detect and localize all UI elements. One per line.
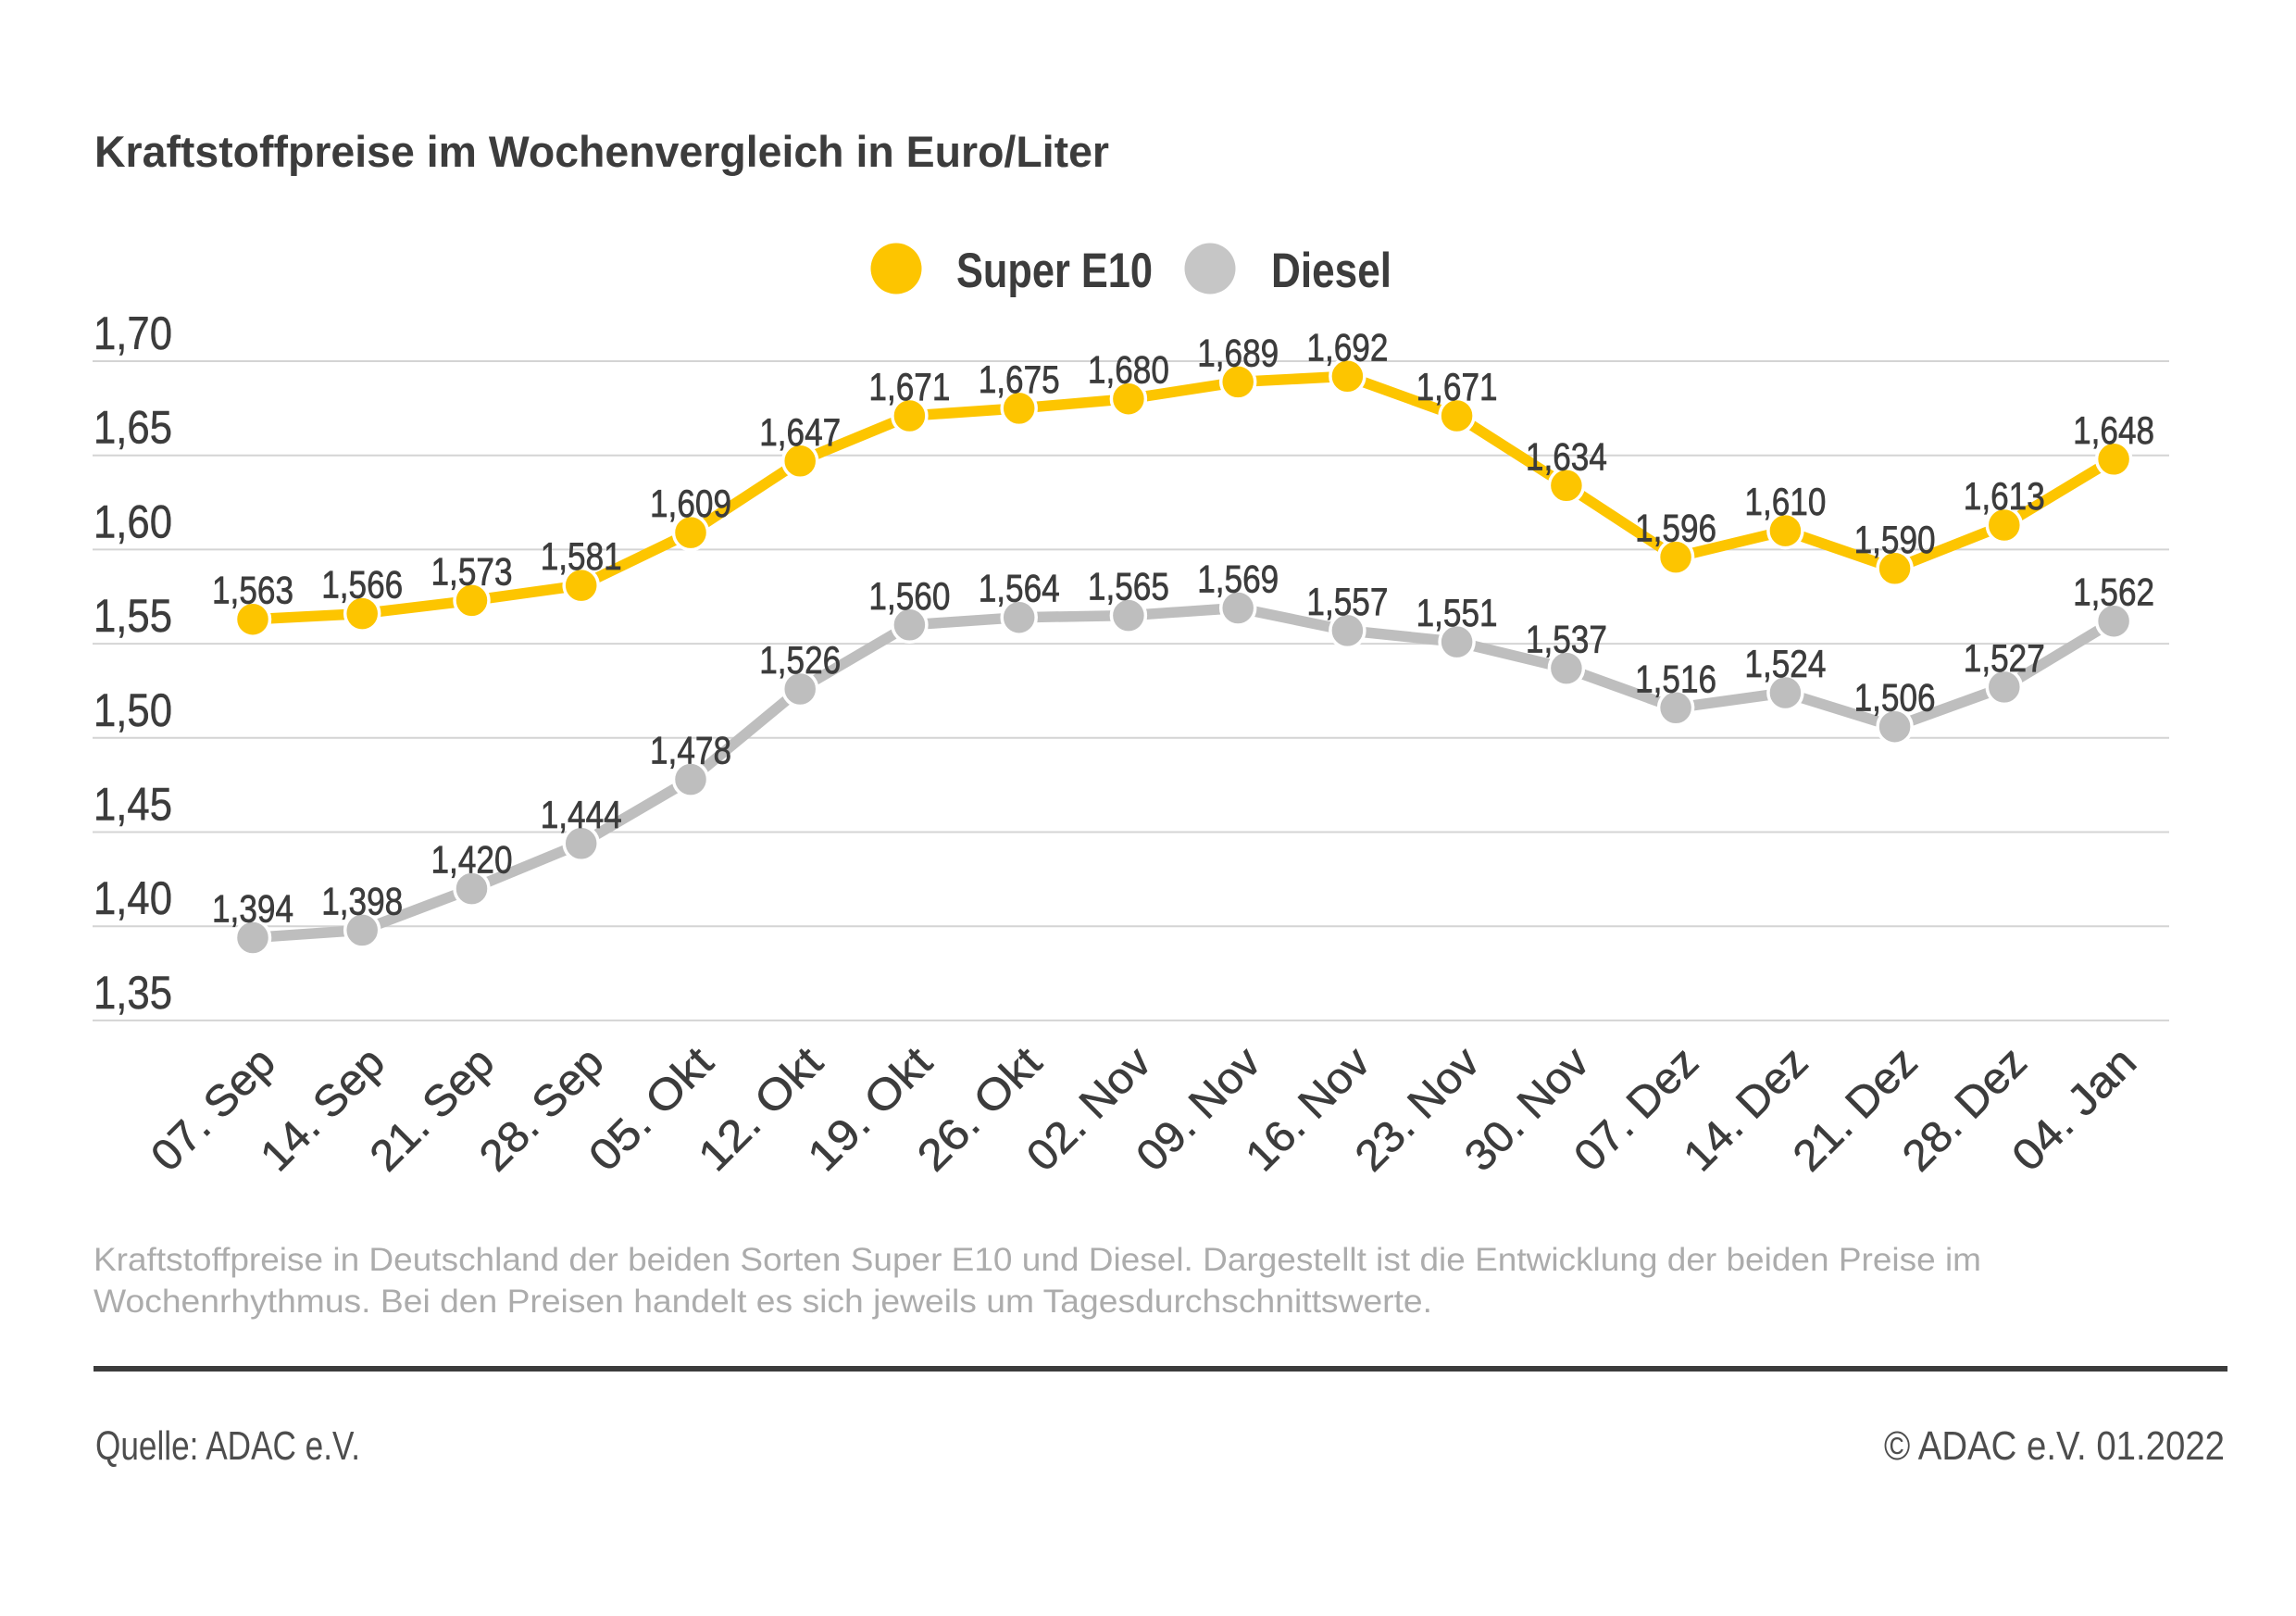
svg-text:1,398: 1,398	[321, 879, 403, 922]
svg-text:Super E10: Super E10	[956, 244, 1153, 298]
svg-text:1,581: 1,581	[541, 534, 622, 578]
svg-text:1,634: 1,634	[1526, 434, 1607, 478]
svg-text:1,60: 1,60	[94, 495, 172, 547]
svg-text:1,506: 1,506	[1854, 676, 1936, 720]
svg-text:1,560: 1,560	[868, 574, 950, 618]
svg-text:1,648: 1,648	[2073, 408, 2154, 452]
svg-text:1,692: 1,692	[1306, 325, 1388, 369]
svg-text:1,562: 1,562	[2073, 570, 2154, 614]
svg-text:1,524: 1,524	[1744, 642, 1826, 685]
svg-text:1,516: 1,516	[1635, 657, 1716, 700]
svg-text:1,590: 1,590	[1854, 518, 1936, 561]
svg-text:1,65: 1,65	[94, 402, 172, 454]
svg-text:1,55: 1,55	[94, 590, 172, 642]
svg-text:1,563: 1,563	[212, 569, 293, 612]
svg-text:1,680: 1,680	[1088, 348, 1169, 392]
svg-text:1,573: 1,573	[431, 549, 513, 593]
svg-text:1,526: 1,526	[759, 638, 841, 682]
svg-text:1,478: 1,478	[650, 729, 731, 772]
svg-text:1,671: 1,671	[868, 365, 950, 408]
svg-text:1,50: 1,50	[94, 684, 172, 736]
svg-text:1,537: 1,537	[1526, 618, 1607, 661]
svg-text:1,609: 1,609	[650, 482, 731, 525]
svg-text:1,610: 1,610	[1744, 480, 1826, 523]
svg-text:1,40: 1,40	[94, 872, 172, 924]
svg-text:1,551: 1,551	[1416, 591, 1498, 634]
svg-text:Kraftstoffpreise im Wochenverg: Kraftstoffpreise im Wochenvergleich in E…	[94, 127, 1109, 176]
svg-text:Diesel: Diesel	[1271, 244, 1391, 298]
svg-text:1,45: 1,45	[94, 779, 172, 831]
svg-text:1,527: 1,527	[1964, 636, 2045, 680]
svg-text:Quelle: ADAC e.V.: Quelle: ADAC e.V.	[95, 1423, 360, 1469]
svg-text:1,566: 1,566	[321, 563, 403, 607]
svg-text:1,35: 1,35	[94, 967, 172, 1019]
svg-text:1,613: 1,613	[1964, 474, 2045, 518]
svg-text:1,70: 1,70	[94, 307, 172, 359]
svg-text:1,444: 1,444	[541, 793, 622, 836]
svg-text:1,596: 1,596	[1635, 507, 1716, 550]
svg-text:Kraftstoffpreise in Deutschlan: Kraftstoffpreise in Deutschland der beid…	[94, 1242, 1981, 1278]
svg-text:© ADAC e.V. 01.2022: © ADAC e.V. 01.2022	[1884, 1423, 2225, 1469]
svg-text:1,569: 1,569	[1197, 557, 1279, 601]
svg-text:1,675: 1,675	[979, 357, 1060, 401]
svg-text:1,671: 1,671	[1416, 365, 1498, 408]
svg-text:1,565: 1,565	[1088, 565, 1169, 608]
svg-text:1,420: 1,420	[431, 838, 513, 882]
svg-text:1,647: 1,647	[759, 410, 841, 454]
svg-text:1,394: 1,394	[212, 887, 293, 931]
svg-text:1,564: 1,564	[979, 567, 1060, 610]
svg-text:Wochenrhythmus. Bei den Preise: Wochenrhythmus. Bei den Preisen handelt …	[94, 1284, 1432, 1320]
svg-text:1,689: 1,689	[1197, 331, 1279, 374]
svg-text:1,557: 1,557	[1306, 580, 1388, 623]
